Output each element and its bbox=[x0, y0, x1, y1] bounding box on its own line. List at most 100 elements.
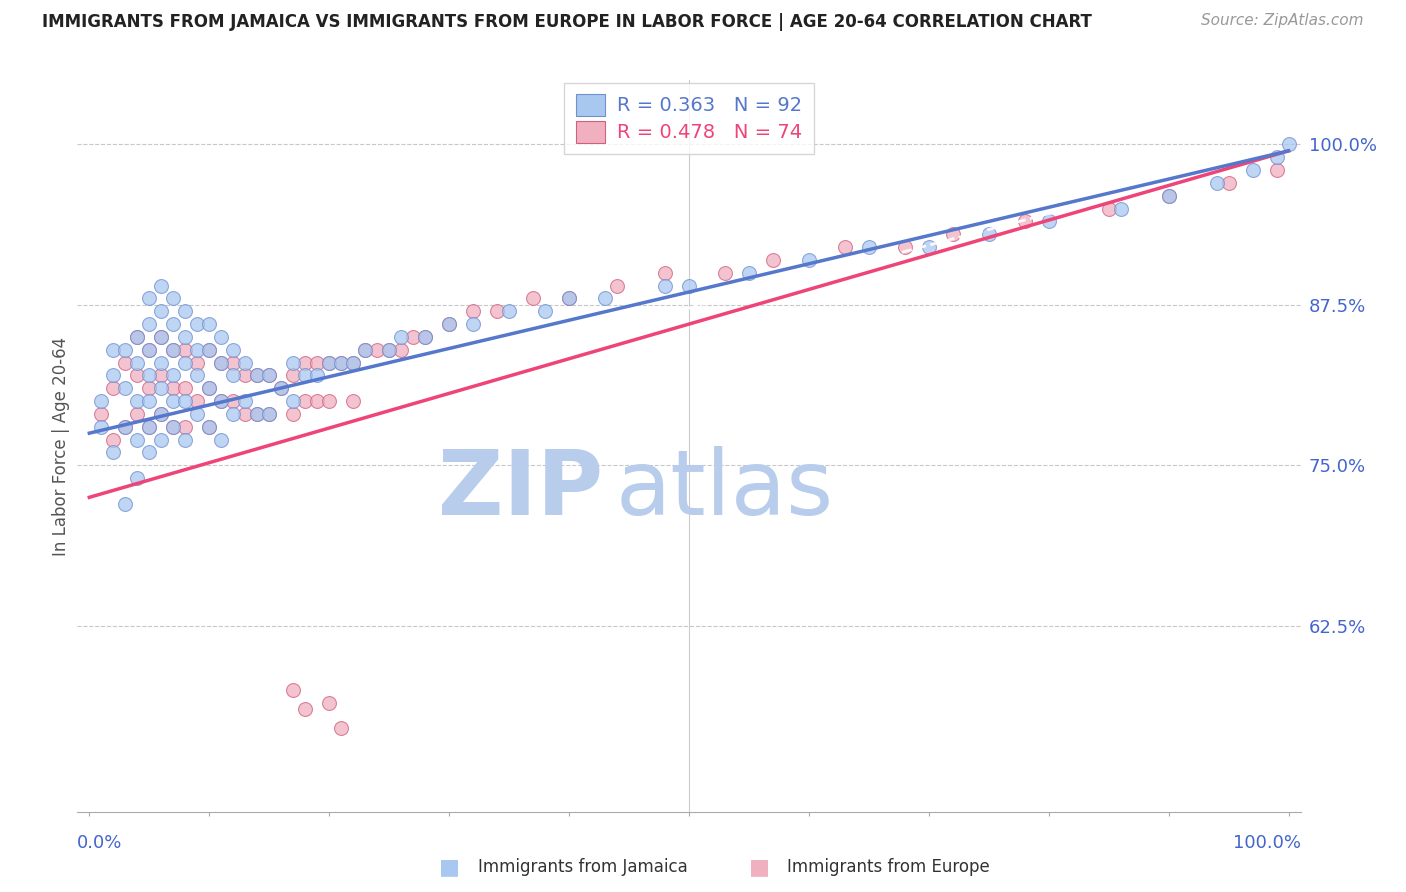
Point bbox=[977, 227, 1000, 242]
Point bbox=[330, 721, 353, 735]
Point bbox=[209, 355, 232, 369]
Text: Immigrants from Jamaica: Immigrants from Jamaica bbox=[478, 858, 688, 876]
Point bbox=[150, 330, 173, 344]
Point bbox=[198, 343, 221, 357]
Point bbox=[138, 419, 160, 434]
Point bbox=[461, 304, 484, 318]
Point bbox=[918, 240, 941, 254]
Point bbox=[162, 419, 184, 434]
Point bbox=[222, 407, 245, 421]
Point bbox=[834, 240, 856, 254]
Point bbox=[437, 317, 460, 331]
Point bbox=[233, 368, 256, 383]
Point bbox=[127, 355, 149, 369]
Point bbox=[222, 368, 245, 383]
Point bbox=[222, 394, 245, 409]
Point bbox=[283, 394, 305, 409]
Point bbox=[1109, 202, 1132, 216]
Point bbox=[1277, 137, 1299, 152]
Point bbox=[174, 355, 197, 369]
Point bbox=[461, 317, 484, 331]
Point bbox=[283, 407, 305, 421]
Point bbox=[283, 682, 305, 697]
Point bbox=[486, 304, 509, 318]
Point bbox=[138, 343, 160, 357]
Point bbox=[246, 407, 269, 421]
Point bbox=[257, 368, 280, 383]
Point bbox=[150, 433, 173, 447]
Point bbox=[186, 368, 208, 383]
Point bbox=[114, 343, 136, 357]
Point bbox=[342, 394, 364, 409]
Point bbox=[942, 227, 965, 242]
Point bbox=[138, 368, 160, 383]
Point bbox=[162, 419, 184, 434]
Point bbox=[797, 252, 820, 267]
Point bbox=[437, 317, 460, 331]
Text: IMMIGRANTS FROM JAMAICA VS IMMIGRANTS FROM EUROPE IN LABOR FORCE | AGE 20-64 COR: IMMIGRANTS FROM JAMAICA VS IMMIGRANTS FR… bbox=[42, 13, 1092, 31]
Point bbox=[127, 471, 149, 485]
Y-axis label: In Labor Force | Age 20-64: In Labor Force | Age 20-64 bbox=[52, 336, 70, 556]
Point bbox=[174, 419, 197, 434]
Point bbox=[90, 394, 112, 409]
Point bbox=[209, 433, 232, 447]
Point bbox=[330, 355, 353, 369]
Point bbox=[114, 355, 136, 369]
Point bbox=[342, 355, 364, 369]
Point bbox=[246, 407, 269, 421]
Point bbox=[330, 355, 353, 369]
Point bbox=[103, 381, 125, 395]
Point bbox=[103, 343, 125, 357]
Point bbox=[209, 394, 232, 409]
Point bbox=[318, 394, 340, 409]
Text: ZIP: ZIP bbox=[439, 446, 603, 534]
Point bbox=[138, 343, 160, 357]
Point bbox=[127, 394, 149, 409]
Point bbox=[246, 368, 269, 383]
Point bbox=[534, 304, 557, 318]
Point bbox=[378, 343, 401, 357]
Point bbox=[162, 317, 184, 331]
Point bbox=[233, 394, 256, 409]
Point bbox=[150, 330, 173, 344]
Point bbox=[103, 433, 125, 447]
Point bbox=[150, 304, 173, 318]
Point bbox=[150, 407, 173, 421]
Point bbox=[678, 278, 700, 293]
Point bbox=[1265, 163, 1288, 178]
Text: Source: ZipAtlas.com: Source: ZipAtlas.com bbox=[1201, 13, 1364, 29]
Text: 0.0%: 0.0% bbox=[77, 834, 122, 852]
Point bbox=[257, 407, 280, 421]
Point bbox=[162, 292, 184, 306]
Point bbox=[127, 407, 149, 421]
Point bbox=[738, 266, 761, 280]
Point bbox=[389, 330, 412, 344]
Point bbox=[114, 419, 136, 434]
Point bbox=[342, 355, 364, 369]
Point bbox=[198, 381, 221, 395]
Point bbox=[558, 292, 581, 306]
Point bbox=[186, 317, 208, 331]
Point bbox=[1205, 176, 1227, 190]
Point bbox=[209, 330, 232, 344]
Point bbox=[522, 292, 544, 306]
Point bbox=[103, 368, 125, 383]
Point bbox=[283, 368, 305, 383]
Point bbox=[103, 445, 125, 459]
Point bbox=[150, 278, 173, 293]
Text: 100.0%: 100.0% bbox=[1233, 834, 1301, 852]
Point bbox=[413, 330, 436, 344]
Point bbox=[858, 240, 880, 254]
Text: ■: ■ bbox=[749, 857, 769, 877]
Point bbox=[138, 394, 160, 409]
Point bbox=[114, 497, 136, 511]
Point bbox=[186, 407, 208, 421]
Point bbox=[283, 355, 305, 369]
Point bbox=[654, 278, 676, 293]
Point bbox=[162, 343, 184, 357]
Text: ■: ■ bbox=[440, 857, 460, 877]
Point bbox=[233, 355, 256, 369]
Point bbox=[762, 252, 785, 267]
Point bbox=[127, 433, 149, 447]
Point bbox=[294, 368, 316, 383]
